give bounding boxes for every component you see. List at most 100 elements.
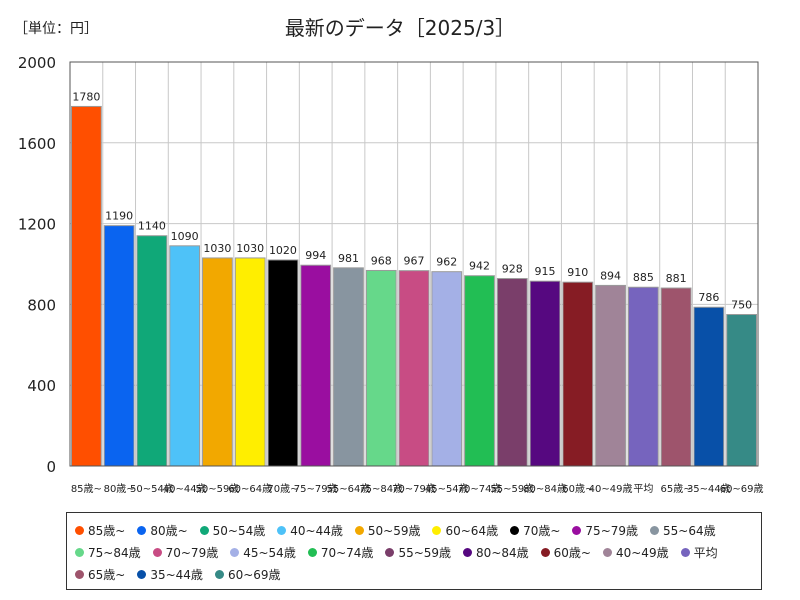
legend-label: 80~84歳 <box>476 545 529 560</box>
data-label: 894 <box>600 269 621 282</box>
legend-dot-icon <box>137 569 147 579</box>
data-label: 786 <box>698 291 719 304</box>
legend-dot-icon <box>650 525 660 535</box>
bar <box>398 270 430 467</box>
legend-item: 40~44歳 <box>277 519 343 541</box>
y-tick-label: 0 <box>46 458 56 476</box>
legend-label: 40~49歳 <box>615 545 669 560</box>
legend-label: 85歳~ <box>88 523 126 538</box>
legend-item: 80~84歳 <box>463 541 529 563</box>
legend-dot-icon <box>230 547 240 557</box>
legend-dot-icon <box>680 547 690 557</box>
bar <box>169 245 201 467</box>
x-tick-label: 70歳~ <box>267 483 298 495</box>
data-label: 1020 <box>269 244 297 257</box>
x-tick-label: 55~64歳 <box>327 483 371 495</box>
x-tick-label: 55~59歳 <box>490 483 534 495</box>
data-label: 981 <box>338 252 359 265</box>
data-label: 967 <box>404 255 425 268</box>
legend-label: 70~74歳 <box>320 545 374 560</box>
x-tick-label: 平均 <box>633 483 653 495</box>
data-label: 928 <box>502 263 523 276</box>
legend-label: 35~44歳 <box>150 567 203 582</box>
legend-label: 75~84歳 <box>88 545 141 560</box>
bar <box>103 225 135 467</box>
data-label: 915 <box>535 265 556 278</box>
bar <box>726 314 758 467</box>
legend-item: 85歳~ <box>75 519 125 541</box>
legend-dot-icon <box>432 525 442 535</box>
legend-dot-icon <box>307 547 317 557</box>
x-tick-label: 35~44歳 <box>687 483 731 495</box>
data-label: 1030 <box>236 242 264 255</box>
legend-label: 55~59歳 <box>398 545 452 560</box>
legend-item: 60歳~ <box>540 541 591 563</box>
legend-item: 60~64歳 <box>432 519 498 541</box>
x-tick-label: 85歳~ <box>71 483 102 495</box>
y-tick-label: 1600 <box>18 135 56 153</box>
bar <box>365 269 397 467</box>
bar <box>693 306 725 467</box>
unit-label: ［単位：円］ <box>14 21 98 37</box>
data-label: 1780 <box>72 90 100 103</box>
legend-item: 40~49歳 <box>602 541 669 563</box>
bar <box>202 257 233 467</box>
legend-item: 70~79歳 <box>152 541 219 563</box>
legend-item: 50~59歳 <box>354 519 420 541</box>
bar <box>234 257 266 467</box>
bar <box>267 259 299 467</box>
x-tick-label: 70~79歳 <box>392 483 436 495</box>
data-label: 962 <box>436 256 457 269</box>
legend-item: 55~64歳 <box>650 519 716 541</box>
bar <box>595 284 626 467</box>
data-label: 910 <box>567 266 588 279</box>
bar <box>562 281 594 467</box>
legend-label: 80歳~ <box>150 523 188 538</box>
legend-item: 50~54歳 <box>199 519 265 541</box>
legend-item: 75~84歳 <box>75 541 141 563</box>
legend-item: 70歳~ <box>510 519 560 541</box>
bar-chart: 0 400 800 1200 1600 2000 1780 85歳~ 1190 80歳~ 1140 5… <box>18 54 764 495</box>
bar <box>529 280 561 467</box>
x-tick-label: 80歳~ <box>104 483 135 495</box>
data-label: 750 <box>731 299 752 312</box>
legend-label: 70歳~ <box>523 523 561 538</box>
plot-border <box>69 61 759 467</box>
legend-dot-icon <box>510 525 520 535</box>
y-tick-label: 1200 <box>18 216 56 234</box>
data-label: 885 <box>633 271 654 284</box>
legend-label: 40~44歳 <box>290 523 343 538</box>
y-tick-label: 2000 <box>18 54 56 72</box>
data-label: 1090 <box>171 230 199 243</box>
x-tick-label: 40~49歳 <box>589 483 633 495</box>
legend-label: 60歳~ <box>553 545 591 560</box>
data-label: 994 <box>305 249 326 262</box>
legend-item: 65歳~ <box>75 563 125 585</box>
legend-label: 70~79歳 <box>165 545 219 560</box>
x-tick-label: 45~54歳 <box>425 483 469 495</box>
legend-dot-icon <box>137 525 147 535</box>
data-label: 1140 <box>138 220 166 233</box>
legend-item: 80歳~ <box>137 519 188 541</box>
legend-item: 平均 <box>680 541 718 563</box>
legend-dot-icon <box>385 547 395 557</box>
legend-dot-icon <box>75 547 84 557</box>
x-tick-label: 50~54歳 <box>130 483 174 495</box>
legend-dot-icon <box>152 547 162 557</box>
legend-dot-icon <box>199 525 209 535</box>
legend-dot-icon <box>354 525 364 535</box>
y-tick-label: 800 <box>27 296 56 314</box>
legend-dot-icon <box>214 569 224 579</box>
bar <box>300 264 332 467</box>
legend-label: 45~54歳 <box>243 545 296 560</box>
legend-label: 75~79歳 <box>585 523 639 538</box>
x-tick-label: 60~69歳 <box>720 483 764 495</box>
x-tick-label: 75~84歳 <box>359 483 403 495</box>
legend-dot-icon <box>75 525 84 535</box>
x-tick-label: 70~74歳 <box>458 483 502 495</box>
legend-dot-icon <box>540 547 550 557</box>
bar <box>71 105 102 467</box>
legend-item: 35~44歳 <box>137 563 203 585</box>
legend-dot-icon <box>75 569 84 579</box>
x-tick-label: 40~44歳 <box>163 483 207 495</box>
